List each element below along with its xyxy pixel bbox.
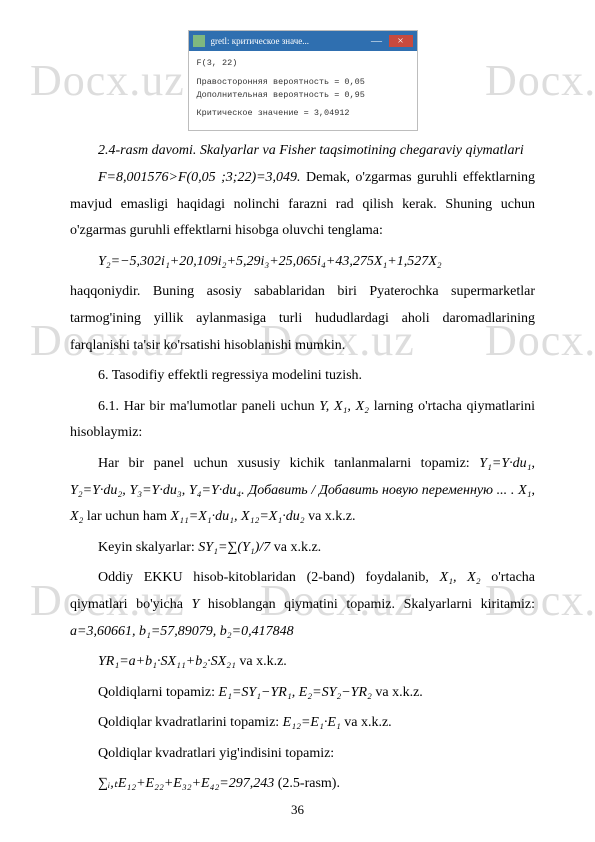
inline-formula: Y₁=Y·du₁ bbox=[479, 456, 531, 471]
paragraph: Qoldiqlar kvadratlarini topamiz: E₁₂=E₁·… bbox=[70, 710, 535, 737]
paragraph: haqqoniydir. Buning asosiy sabablaridan … bbox=[70, 279, 535, 359]
paragraph: Har bir panel uchun xususiy kichik tanla… bbox=[70, 451, 535, 531]
text: 6.1. Har bir ma'lumotlar paneli uchun bbox=[98, 399, 319, 414]
text: Oddiy EKKU hisob-kitoblaridan (2-band) f… bbox=[98, 570, 440, 585]
text: va x.k.z. bbox=[270, 540, 321, 555]
text: va x.k.z. bbox=[372, 685, 423, 700]
window-titlebar: gretl: критическое значе... — × bbox=[189, 31, 417, 51]
app-icon bbox=[193, 35, 205, 47]
close-button[interactable]: × bbox=[389, 35, 413, 47]
text: Qoldiqlar kvadratlarini topamiz: bbox=[98, 715, 283, 730]
text: lar uchun ham bbox=[83, 509, 170, 524]
embedded-screenshot: gretl: критическое значе... — × F(3, 22)… bbox=[188, 30, 418, 131]
text: va x.k.z. bbox=[305, 509, 356, 524]
window-title: gretl: критическое значе... bbox=[211, 36, 365, 46]
paragraph: Qoldiqlar kvadratlari yig'indisini topam… bbox=[70, 741, 535, 768]
inline-formula: a=3,60661, b₁=57,89079, b₂=0,417848 bbox=[70, 624, 294, 639]
screenshot-line: F(3, 22) bbox=[197, 57, 409, 70]
text: Keyin skalyarlar: bbox=[98, 540, 198, 555]
paragraph: Keyin skalyarlar: SY₁=∑(Y₁)/7 va x.k.z. bbox=[70, 535, 535, 562]
paragraph: 6.1. Har bir ma'lumotlar paneli uchun Y,… bbox=[70, 394, 535, 447]
paragraph: 6. Tasodifiy effektli regressiya modelin… bbox=[70, 363, 535, 390]
text: Har bir panel uchun xususiy kichik tanla… bbox=[98, 456, 479, 471]
text: va x.k.z. bbox=[236, 654, 287, 669]
figure-caption: 2.4-rasm davomi. Skalyarlar va Fisher ta… bbox=[70, 143, 535, 159]
text: va x.k.z. bbox=[341, 715, 392, 730]
inline-formula: X₁, X₂ bbox=[440, 570, 481, 585]
paragraph: YR₁=a+b₁·SX₁₁+b₂·SX₂₁ va x.k.z. bbox=[70, 649, 535, 676]
paragraph: Qoldiqlarni topamiz: E₁=SY₁−YR₁, E₂=SY₂−… bbox=[70, 680, 535, 707]
paragraph: Oddiy EKKU hisob-kitoblaridan (2-band) f… bbox=[70, 565, 535, 645]
text: Qoldiqlarni topamiz: bbox=[98, 685, 219, 700]
minimize-button[interactable]: — bbox=[365, 35, 389, 47]
text: hisoblangan qiymatini topamiz. Skalyarla… bbox=[199, 597, 535, 612]
inline-formula: E₁=SY₁−YR₁, E₂=SY₂−YR₂ bbox=[219, 685, 372, 700]
inline-formula: X₂ bbox=[70, 509, 83, 524]
paragraph: ∑ᵢ,ₜE₁₂+E₂₂+E₃₂+E₄₂=297,243 (2.5-rasm). bbox=[70, 771, 535, 798]
screenshot-line: Дополнительная вероятность = 0,95 bbox=[197, 89, 409, 102]
page-content: gretl: критическое значе... — × F(3, 22)… bbox=[0, 0, 595, 802]
inline-formula: SY₁=∑(Y₁)/7 bbox=[198, 540, 270, 555]
inline-formula: ∑ᵢ,ₜE₁₂+E₂₂+E₃₂+E₄₂=297,243 bbox=[98, 776, 274, 791]
inline-formula: Y₂=Y·du₂, Y₃=Y·du₃, Y₄=Y·du₄ bbox=[70, 483, 241, 498]
text: (2.5-rasm). bbox=[274, 776, 340, 791]
inline-formula: X₁₁=X₁·du₁, X₁₂=X₁·du₂ bbox=[171, 509, 305, 524]
text: , bbox=[532, 483, 536, 498]
inline-formula: E₁₂=E₁·E₁ bbox=[283, 715, 341, 730]
text: . Добавить / Добавить новую переменную .… bbox=[241, 483, 518, 498]
screenshot-body: F(3, 22) Правосторонняя вероятность = 0,… bbox=[189, 51, 417, 130]
text: , bbox=[532, 456, 536, 471]
screenshot-line: Критическое значение = 3,04912 bbox=[197, 107, 409, 120]
inline-formula: X₁ bbox=[518, 483, 531, 498]
inline-formula: YR₁=a+b₁·SX₁₁+b₂·SX₂₁ bbox=[98, 654, 236, 669]
page-number: 36 bbox=[0, 802, 595, 818]
display-formula: Y₂=−5,302i₁+20,109i₂+5,29i₃+25,065i₄+43,… bbox=[70, 249, 535, 276]
inline-formula: Y, X₁, X₂ bbox=[319, 399, 369, 414]
screenshot-line: Правосторонняя вероятность = 0,05 bbox=[197, 76, 409, 89]
paragraph: F=8,001576>F(0,05 ;3;22)=3,049. Demak, o… bbox=[70, 165, 535, 245]
inline-formula: F=8,001576>F(0,05 ;3;22)=3,049. bbox=[98, 170, 301, 185]
